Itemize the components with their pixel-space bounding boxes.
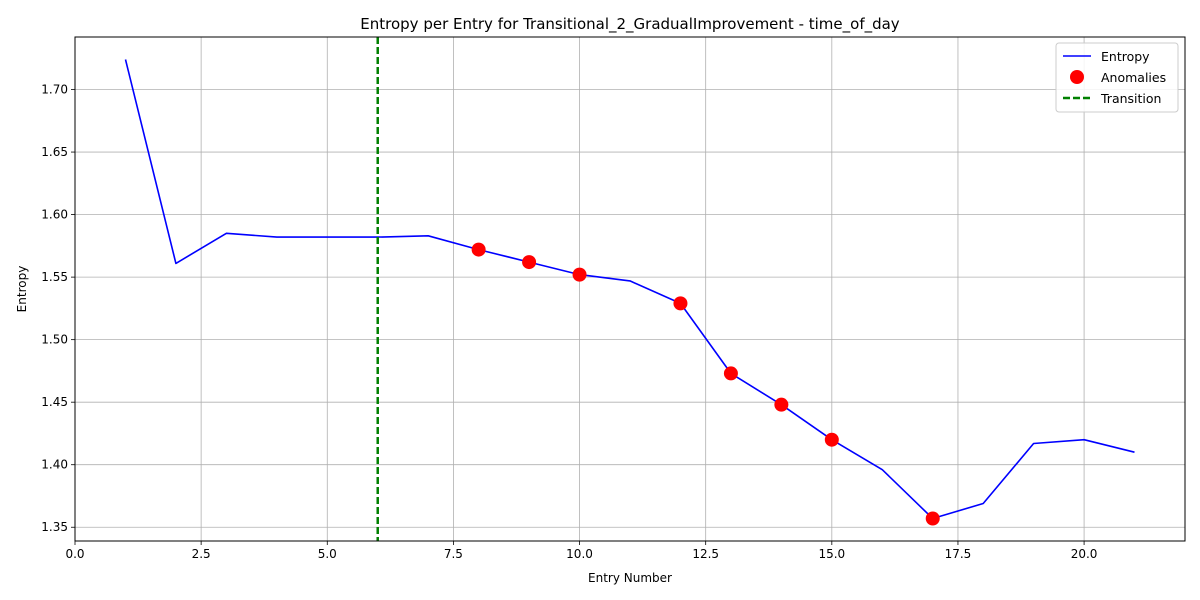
axes-frame (74, 36, 1186, 542)
y-tick-label: 1.50 (41, 333, 68, 347)
y-tick-label: 1.35 (41, 520, 68, 534)
y-tick-label: 1.55 (41, 270, 68, 284)
y-tick-label: 1.40 (41, 458, 68, 472)
anomaly-point (925, 511, 940, 526)
x-tick-label: 2.5 (192, 547, 211, 561)
x-tick-label: 0.0 (65, 547, 84, 561)
x-tick-label: 10.0 (566, 547, 593, 561)
x-tick-label: 12.5 (692, 547, 719, 561)
x-axis-label: Entry Number (588, 571, 672, 585)
anomaly-point (824, 432, 839, 447)
x-tick-label: 20.0 (1071, 547, 1098, 561)
anomaly-point (471, 242, 486, 257)
legend-box (1055, 42, 1179, 113)
x-tick-label: 7.5 (444, 547, 463, 561)
grid (74, 37, 1185, 541)
legend-entropy-label: Entropy (1101, 49, 1150, 64)
y-tick-label: 1.65 (41, 145, 68, 159)
anomaly-point (774, 397, 789, 412)
legend-anomalies-swatch (1070, 70, 1084, 84)
chart-title: Entropy per Entry for Transitional_2_Gra… (360, 15, 900, 34)
anomaly-point (572, 267, 587, 282)
y-tick-label: 1.70 (41, 83, 68, 97)
y-tick-label: 1.45 (41, 395, 68, 409)
anomaly-point (673, 296, 688, 311)
anomaly-point (723, 366, 738, 381)
x-axis: 0.0 2.5 5.0 7.5 10.0 12.5 15.0 17.5 20.0 (65, 541, 1097, 561)
legend-anomalies-label: Anomalies (1101, 70, 1166, 85)
x-tick-label: 17.5 (945, 547, 972, 561)
plot-area (124, 37, 1135, 541)
legend: Entropy Anomalies Transition (1055, 42, 1179, 113)
x-tick-label: 5.0 (318, 547, 337, 561)
y-tick-label: 1.60 (41, 208, 68, 222)
y-axis: 1.35 1.40 1.45 1.50 1.55 1.60 1.65 1.70 (41, 83, 75, 534)
legend-transition-label: Transition (1100, 91, 1161, 106)
anomaly-point (522, 255, 537, 270)
x-tick-label: 15.0 (818, 547, 845, 561)
entropy-line (124, 59, 1135, 520)
y-axis-label: Entropy (15, 266, 29, 313)
